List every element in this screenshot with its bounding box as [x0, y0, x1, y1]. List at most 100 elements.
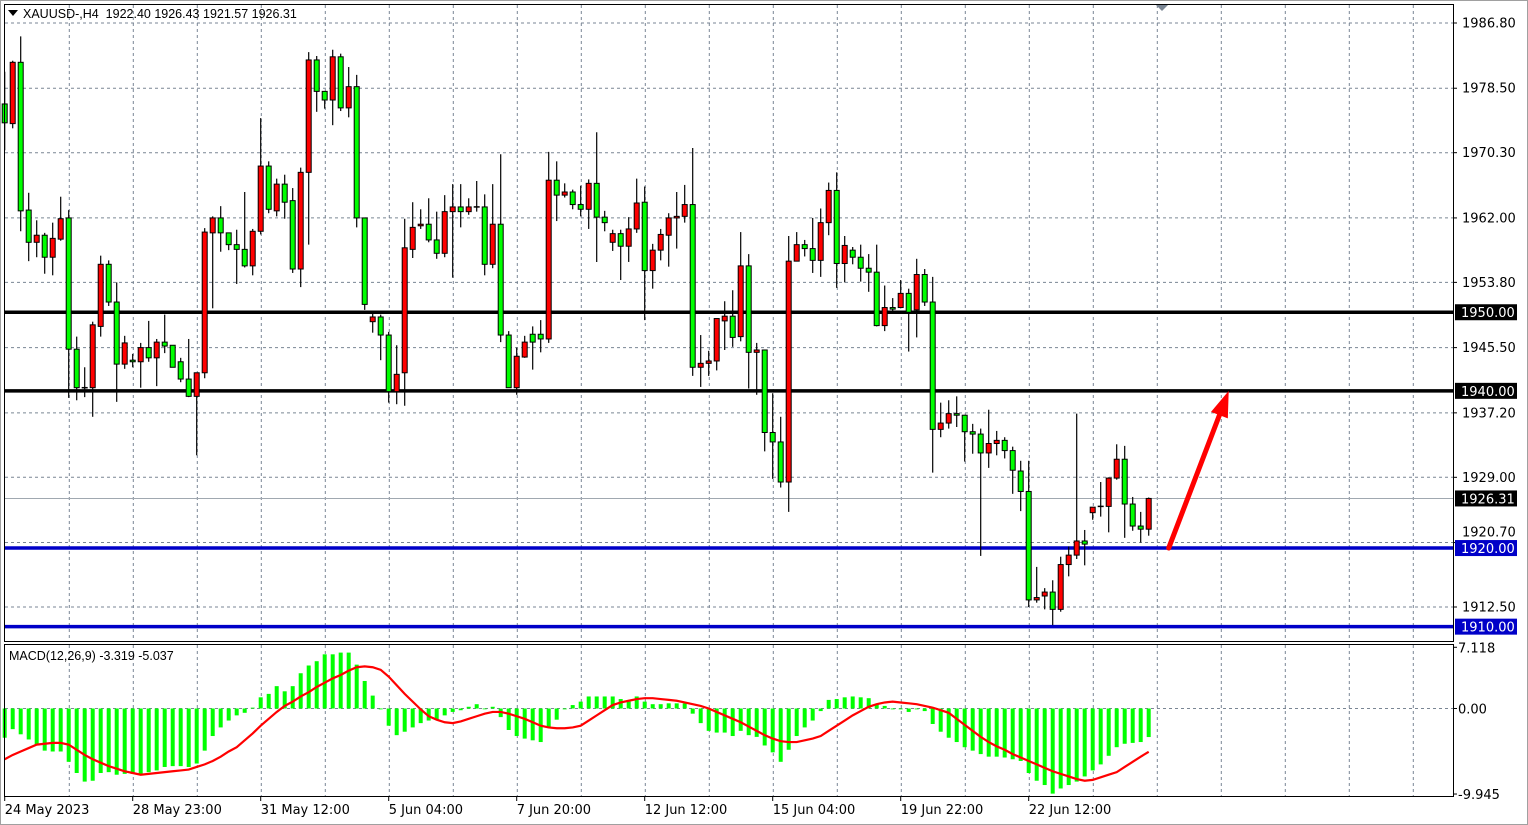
macd-histogram-bar [642, 701, 647, 709]
candle-body [41, 234, 48, 258]
chart-shift-marker-icon[interactable] [1156, 5, 1168, 11]
candle [153, 338, 160, 387]
candle [17, 36, 24, 232]
candle-body [1137, 525, 1144, 530]
candle-body [353, 86, 360, 219]
candle [89, 321, 96, 417]
candle [705, 350, 712, 376]
candle [1137, 511, 1144, 543]
candle [145, 320, 152, 362]
candle-body [985, 443, 992, 454]
macd-histogram-bar [162, 708, 167, 767]
candle [417, 209, 424, 229]
candle [177, 357, 184, 383]
candle-body [1081, 540, 1088, 545]
candle [985, 409, 992, 468]
candle [473, 180, 480, 212]
candle [841, 236, 848, 283]
macd-histogram-bar [434, 708, 439, 720]
candle-body [321, 90, 328, 101]
candle-body [601, 216, 608, 224]
candle-body [129, 359, 136, 363]
macd-histogram-bar [938, 708, 943, 732]
macd-histogram-bar [42, 708, 47, 751]
macd-histogram-bar [738, 708, 743, 731]
dropdown-triangle-icon[interactable] [8, 10, 18, 16]
candle [553, 161, 560, 222]
macd-histogram-bar [850, 696, 855, 709]
level-price-badge [1455, 382, 1517, 399]
candle-body [17, 61, 24, 212]
candle [1017, 460, 1024, 512]
candle-body [265, 165, 272, 210]
candle [1065, 546, 1072, 577]
macd-histogram-bar [330, 654, 335, 709]
candle-body [369, 316, 376, 323]
macd-histogram-bar [834, 699, 839, 709]
candle [457, 184, 464, 228]
macd-histogram-bar [402, 708, 407, 732]
candle [753, 342, 760, 395]
candle [681, 184, 688, 223]
level-price-label: 1920.00 [1461, 542, 1515, 557]
price-axis-label: 1978.50 [1462, 82, 1516, 97]
macd-histogram-bar [226, 708, 231, 721]
candle [601, 210, 608, 232]
candle-body [97, 263, 104, 327]
price-axis-label: 1962.00 [1462, 211, 1516, 226]
candle-body [953, 413, 960, 416]
macd-histogram-bar [786, 708, 791, 750]
candle [993, 430, 1000, 456]
macd-histogram-bar [522, 708, 527, 739]
candle-body [657, 233, 664, 251]
candle [129, 353, 136, 368]
candle-body [665, 217, 672, 236]
candle-body [561, 191, 568, 196]
macd-histogram-bar [698, 708, 703, 724]
macd-histogram-bar [418, 708, 423, 724]
macd-histogram-bar [1074, 708, 1079, 782]
candle [625, 217, 632, 262]
candle-body [65, 217, 72, 350]
candle [33, 220, 40, 258]
candle [401, 218, 408, 406]
macd-histogram-bar [298, 673, 303, 709]
candle [161, 314, 168, 354]
candle [249, 228, 256, 276]
candle-body [897, 292, 904, 309]
candle [929, 276, 936, 473]
price-axis-label: 1920.70 [1462, 526, 1516, 541]
macd-histogram-bar [74, 708, 79, 773]
macd-histogram-bar [234, 708, 239, 716]
candle [73, 336, 80, 401]
candle-body [737, 265, 744, 338]
macd-histogram-bar [442, 708, 447, 716]
macd-histogram-bar [1082, 708, 1087, 777]
candle [289, 188, 296, 273]
macd-histogram-bar [114, 708, 119, 775]
macd-histogram-bar [458, 708, 463, 711]
current-price-badge [1455, 490, 1517, 507]
level-price-label: 1950.00 [1461, 306, 1515, 321]
grid [5, 5, 1453, 796]
candle [657, 228, 664, 261]
candle-body [681, 204, 688, 217]
candle [769, 393, 776, 479]
candle [1073, 413, 1080, 560]
time-axis-label: 15 Jun 04:00 [773, 803, 856, 818]
candle-body [337, 56, 344, 109]
symbol-timeframe: XAUUSD-,H4 [23, 7, 99, 21]
candle [193, 372, 200, 456]
candle-body [201, 231, 208, 374]
time-axis-label: 12 Jun 12:00 [645, 803, 728, 818]
macd-histogram-bar [930, 708, 935, 724]
candle [1097, 482, 1104, 517]
candle [201, 228, 208, 379]
candle [313, 56, 320, 112]
macd-axis-label: 7.118 [1458, 641, 1495, 656]
price-axis-label: 1986.80 [1462, 17, 1516, 32]
macd-histogram-bar [866, 698, 871, 709]
candle [425, 198, 432, 243]
candle-body [841, 244, 848, 265]
